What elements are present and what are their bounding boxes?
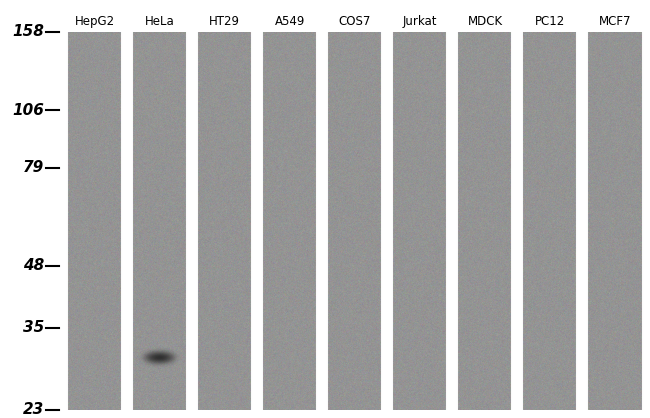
Text: 106: 106 [12, 103, 44, 118]
Text: Jurkat: Jurkat [403, 15, 437, 28]
Text: MCF7: MCF7 [599, 15, 632, 28]
Text: 48: 48 [23, 258, 44, 273]
Text: HepG2: HepG2 [75, 15, 114, 28]
Text: A549: A549 [275, 15, 305, 28]
Text: MDCK: MDCK [467, 15, 503, 28]
Text: 158: 158 [12, 25, 44, 39]
Text: HT29: HT29 [209, 15, 240, 28]
Text: 35: 35 [23, 320, 44, 335]
Text: COS7: COS7 [339, 15, 371, 28]
Text: HeLa: HeLa [145, 15, 175, 28]
Text: PC12: PC12 [535, 15, 566, 28]
Text: 23: 23 [23, 403, 44, 418]
Text: 79: 79 [23, 161, 44, 176]
